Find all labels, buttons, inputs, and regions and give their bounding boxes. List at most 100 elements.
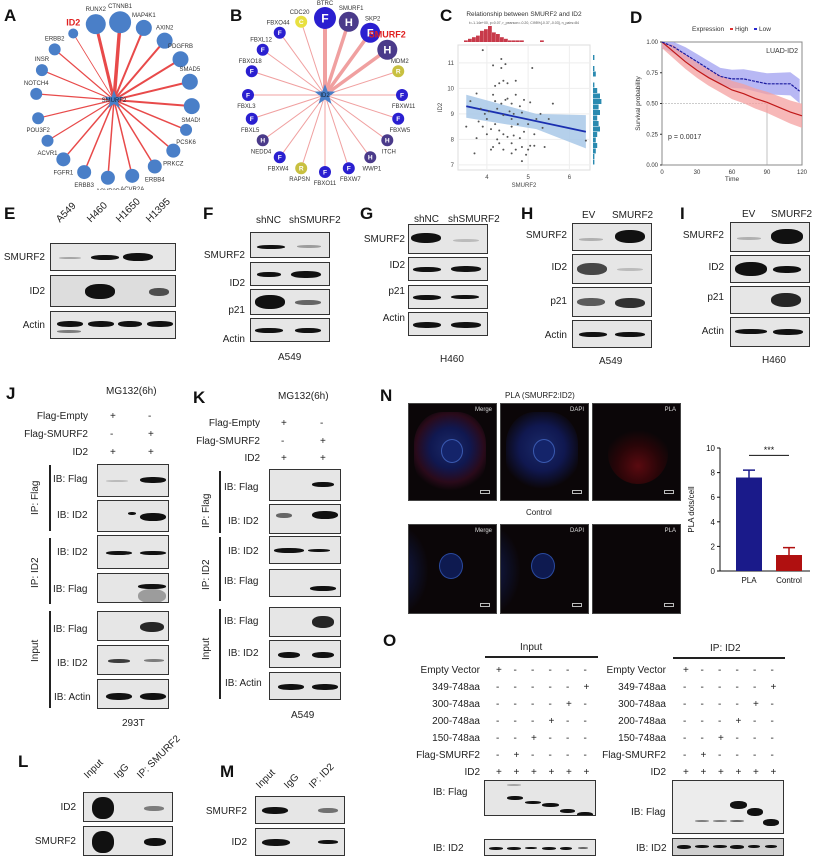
svg-text:0.25: 0.25 bbox=[646, 132, 658, 138]
svg-text:NEDD4: NEDD4 bbox=[251, 149, 272, 155]
row-label: Actin bbox=[701, 326, 724, 337]
blot-e-actin bbox=[50, 311, 176, 339]
sign: - bbox=[513, 699, 517, 710]
condition-label: ID2 bbox=[244, 453, 260, 464]
node bbox=[100, 170, 115, 185]
sign: - bbox=[683, 699, 687, 710]
panel-label-o: O bbox=[383, 631, 397, 650]
sign: - bbox=[700, 665, 704, 676]
sign: + bbox=[513, 750, 520, 761]
scatter-chart-c: Relationship between SMURF2 and ID2 t=-1.… bbox=[438, 11, 602, 189]
node bbox=[183, 98, 200, 115]
sign: + bbox=[548, 767, 555, 778]
lane-label: IgG bbox=[282, 771, 302, 791]
blot-f-p21 bbox=[250, 289, 330, 315]
svg-text:High: High bbox=[735, 26, 749, 33]
node bbox=[295, 162, 308, 175]
svg-text:ID2: ID2 bbox=[320, 93, 330, 99]
micro-merge-pla: Merge bbox=[408, 403, 497, 501]
svg-text:FBXW4: FBXW4 bbox=[268, 166, 289, 172]
sign: + bbox=[320, 453, 326, 464]
lane-label: EV bbox=[582, 210, 596, 221]
blot-f-id2 bbox=[250, 262, 330, 286]
svg-text:R: R bbox=[396, 69, 401, 76]
blot-h-id2 bbox=[572, 254, 652, 284]
svg-text:INSR: INSR bbox=[35, 57, 50, 63]
node bbox=[245, 112, 258, 125]
svg-text:SMURF2: SMURF2 bbox=[102, 98, 127, 104]
blot-o-ip-id2 bbox=[672, 838, 784, 856]
node bbox=[392, 112, 405, 125]
panel-label-d: D bbox=[630, 8, 643, 27]
svg-text:FGFR1: FGFR1 bbox=[54, 170, 74, 176]
panel-label-j: J bbox=[6, 384, 16, 403]
cell-line-label: A549 bbox=[599, 356, 623, 367]
sign: - bbox=[753, 733, 757, 744]
svg-text:H: H bbox=[383, 45, 391, 57]
svg-text:POU3F2: POU3F2 bbox=[26, 128, 50, 134]
svg-text:MDM2: MDM2 bbox=[391, 59, 409, 65]
sign: - bbox=[281, 436, 285, 447]
blot-m bbox=[255, 796, 345, 824]
sign: + bbox=[281, 453, 287, 464]
blot-g-smurf2 bbox=[408, 224, 488, 254]
svg-text:120: 120 bbox=[797, 170, 808, 176]
svg-text:H: H bbox=[368, 155, 373, 162]
micro-pla-pla: PLA bbox=[592, 403, 681, 501]
image-label: DAPI bbox=[569, 528, 584, 534]
row-label: SMURF2 bbox=[34, 836, 76, 847]
blot-j bbox=[97, 611, 169, 641]
row-label: ID2 bbox=[551, 262, 567, 273]
blot-m bbox=[255, 828, 345, 856]
svg-text:F: F bbox=[400, 92, 404, 99]
sign: + bbox=[566, 767, 572, 778]
node bbox=[135, 19, 152, 36]
svg-text:ID2: ID2 bbox=[438, 102, 444, 112]
group-bracket bbox=[49, 538, 51, 604]
blot-j bbox=[97, 573, 169, 603]
sign: - bbox=[683, 716, 687, 727]
sign: - bbox=[583, 716, 587, 727]
row-label: p21 bbox=[388, 286, 405, 297]
svg-text:NOTCH4: NOTCH4 bbox=[24, 81, 49, 87]
row-label: IB: ID2 bbox=[228, 516, 259, 527]
group-label: IP: ID2 bbox=[201, 559, 212, 590]
panel-label-h: H bbox=[521, 204, 534, 223]
svg-text:11: 11 bbox=[448, 61, 455, 67]
node bbox=[30, 87, 43, 100]
svg-text:F: F bbox=[278, 30, 282, 37]
node bbox=[41, 134, 54, 147]
image-label: DAPI bbox=[569, 407, 584, 413]
blot-o-input-id2 bbox=[484, 839, 596, 856]
svg-text:ACVR2A: ACVR2A bbox=[120, 187, 144, 190]
group-label: Input bbox=[30, 639, 41, 662]
row-label: ID2 bbox=[60, 802, 76, 813]
row-label: IB: ID2 bbox=[433, 843, 464, 854]
row-label: IB: ID2 bbox=[228, 648, 259, 659]
row-label: ID2 bbox=[389, 260, 405, 271]
row-label: IB: ID2 bbox=[57, 510, 88, 521]
condition-label: 300-748aa bbox=[618, 699, 666, 710]
condition-label: Flag-SMURF2 bbox=[24, 429, 88, 440]
sign: - bbox=[583, 733, 587, 744]
svg-text:RAPSN: RAPSN bbox=[289, 177, 310, 183]
image-label: Merge bbox=[474, 407, 492, 413]
blot-k bbox=[269, 536, 341, 564]
row-label: SMURF2 bbox=[205, 806, 247, 817]
svg-text:5: 5 bbox=[526, 175, 530, 181]
svg-text:SMURF1: SMURF1 bbox=[339, 6, 364, 12]
panel-label-n: N bbox=[380, 386, 393, 405]
lane-label: SMURF2 bbox=[771, 209, 813, 220]
node bbox=[125, 168, 140, 183]
svg-text:F: F bbox=[321, 11, 328, 25]
blot-e-smurf2 bbox=[50, 243, 176, 271]
group-bracket bbox=[49, 611, 51, 708]
row-label: SMURF2 bbox=[525, 230, 567, 241]
sign: - bbox=[718, 716, 722, 727]
blot-g-id2 bbox=[408, 257, 488, 281]
cell-line-label: H460 bbox=[440, 354, 464, 365]
node bbox=[32, 112, 45, 125]
blot-k bbox=[269, 672, 341, 700]
svg-text:PLA: PLA bbox=[741, 576, 757, 585]
blot-o-input-flag bbox=[484, 780, 596, 816]
